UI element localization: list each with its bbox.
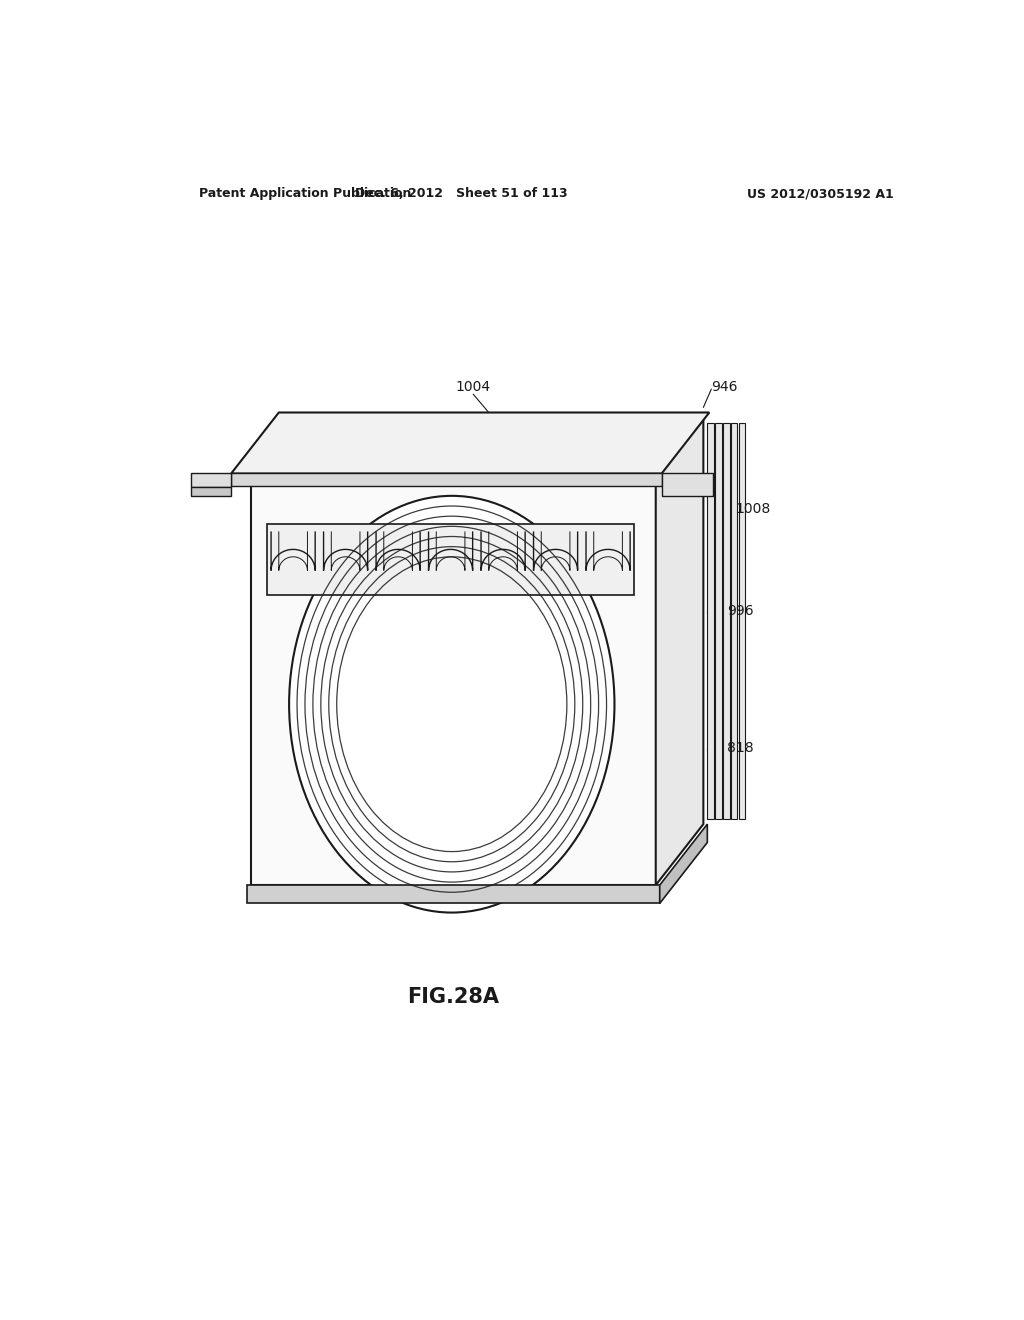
Polygon shape bbox=[286, 886, 294, 898]
Polygon shape bbox=[231, 412, 710, 474]
Polygon shape bbox=[306, 886, 314, 898]
Polygon shape bbox=[731, 422, 737, 818]
Polygon shape bbox=[251, 479, 655, 886]
Text: 1008: 1008 bbox=[735, 502, 770, 516]
Text: 1004: 1004 bbox=[456, 380, 490, 395]
Polygon shape bbox=[641, 886, 649, 898]
Polygon shape bbox=[255, 886, 263, 898]
Polygon shape bbox=[716, 422, 722, 818]
Circle shape bbox=[289, 496, 614, 912]
Polygon shape bbox=[265, 886, 273, 898]
Polygon shape bbox=[739, 422, 745, 818]
Polygon shape bbox=[275, 886, 284, 898]
Polygon shape bbox=[723, 422, 729, 818]
Polygon shape bbox=[600, 886, 608, 898]
Text: 996: 996 bbox=[727, 603, 754, 618]
Polygon shape bbox=[296, 886, 304, 898]
Text: Patent Application Publication: Patent Application Publication bbox=[200, 187, 412, 201]
Polygon shape bbox=[708, 422, 714, 818]
Text: 946: 946 bbox=[712, 380, 738, 395]
Polygon shape bbox=[247, 886, 659, 903]
Text: Dec. 6, 2012   Sheet 51 of 113: Dec. 6, 2012 Sheet 51 of 113 bbox=[355, 187, 567, 201]
Text: FIG.28A: FIG.28A bbox=[408, 987, 500, 1007]
Polygon shape bbox=[659, 824, 708, 903]
Polygon shape bbox=[191, 474, 231, 487]
Text: US 2012/0305192 A1: US 2012/0305192 A1 bbox=[748, 187, 894, 201]
Polygon shape bbox=[231, 474, 662, 486]
Polygon shape bbox=[251, 417, 703, 479]
Polygon shape bbox=[631, 886, 639, 898]
Text: 818: 818 bbox=[727, 741, 754, 755]
Polygon shape bbox=[610, 886, 618, 898]
Polygon shape bbox=[191, 487, 231, 496]
Polygon shape bbox=[621, 886, 629, 898]
Polygon shape bbox=[662, 474, 714, 496]
Polygon shape bbox=[655, 417, 703, 886]
Polygon shape bbox=[267, 524, 634, 595]
